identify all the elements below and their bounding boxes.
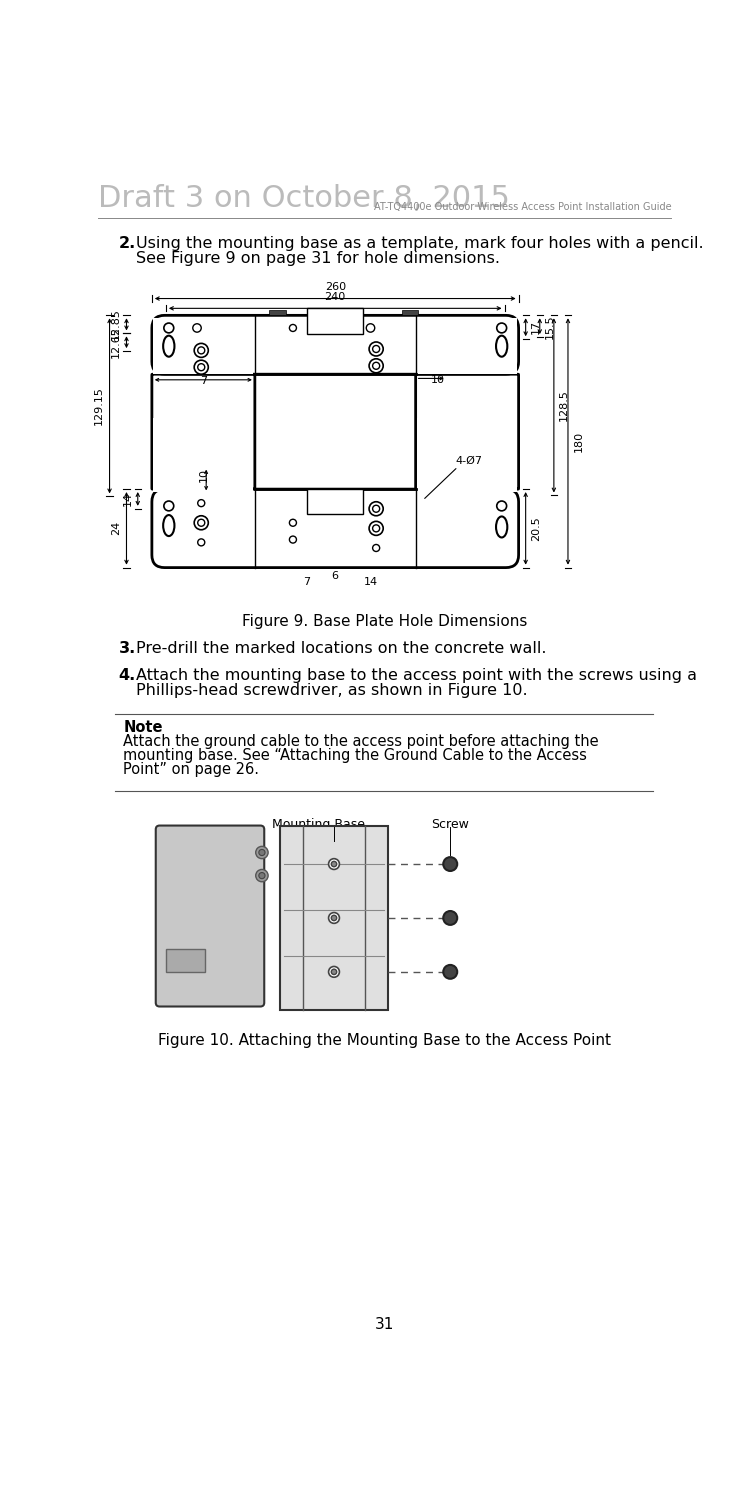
Text: Attach the mounting base to the access point with the screws using a: Attach the mounting base to the access p…	[136, 668, 698, 683]
FancyBboxPatch shape	[417, 418, 518, 492]
Text: AT-TQ4400e Outdoor Wireless Access Point Installation Guide: AT-TQ4400e Outdoor Wireless Access Point…	[374, 202, 671, 212]
Text: 17: 17	[531, 321, 541, 334]
FancyBboxPatch shape	[152, 489, 518, 567]
Ellipse shape	[164, 515, 175, 536]
Text: Draft 3 on October 8, 2015: Draft 3 on October 8, 2015	[98, 185, 509, 214]
Circle shape	[369, 521, 383, 536]
Circle shape	[256, 870, 268, 882]
Text: 15.5: 15.5	[545, 315, 555, 339]
Circle shape	[373, 506, 380, 512]
Circle shape	[259, 849, 265, 855]
Text: 4.: 4.	[118, 668, 136, 683]
Text: 260: 260	[325, 283, 346, 292]
Circle shape	[194, 360, 208, 375]
FancyBboxPatch shape	[156, 826, 264, 1007]
Circle shape	[373, 363, 380, 369]
Text: 10: 10	[198, 468, 208, 482]
Circle shape	[443, 858, 458, 871]
Text: 129.15: 129.15	[94, 387, 104, 426]
Text: 3.: 3.	[118, 641, 136, 656]
Circle shape	[366, 324, 375, 333]
Circle shape	[198, 519, 205, 527]
FancyBboxPatch shape	[346, 310, 364, 316]
Text: Figure 10. Attaching the Mounting Base to the Access Point: Figure 10. Attaching the Mounting Base t…	[158, 1034, 610, 1049]
Circle shape	[369, 501, 383, 516]
Circle shape	[373, 525, 380, 531]
Text: 180: 180	[574, 430, 584, 451]
Text: 2.: 2.	[118, 236, 136, 251]
Text: 6: 6	[332, 570, 339, 581]
Text: 14: 14	[364, 576, 377, 587]
Circle shape	[198, 346, 205, 354]
Ellipse shape	[496, 516, 507, 537]
Circle shape	[332, 915, 337, 921]
Text: 128.5: 128.5	[560, 390, 569, 421]
Text: Phillips-head screwdriver, as shown in Figure 10.: Phillips-head screwdriver, as shown in F…	[136, 683, 528, 698]
Text: 20.5: 20.5	[531, 516, 541, 540]
Text: 7: 7	[200, 376, 207, 387]
Circle shape	[290, 536, 296, 543]
Text: 4-Ø7: 4-Ø7	[455, 456, 482, 467]
Circle shape	[164, 324, 174, 333]
Circle shape	[328, 966, 340, 977]
Text: Mounting Base: Mounting Base	[272, 817, 365, 831]
FancyBboxPatch shape	[307, 489, 364, 515]
Circle shape	[194, 516, 208, 530]
FancyBboxPatch shape	[152, 375, 255, 489]
Circle shape	[259, 873, 265, 879]
Circle shape	[256, 846, 268, 859]
Text: 31: 31	[375, 1317, 394, 1332]
Text: 10: 10	[431, 375, 445, 385]
Circle shape	[290, 325, 296, 331]
Circle shape	[443, 965, 458, 978]
FancyBboxPatch shape	[153, 418, 254, 492]
Circle shape	[328, 912, 340, 924]
FancyBboxPatch shape	[416, 375, 518, 489]
Circle shape	[290, 519, 296, 527]
Text: Attach the ground cable to the access point before attaching the: Attach the ground cable to the access po…	[123, 734, 598, 749]
Ellipse shape	[164, 336, 175, 357]
Text: Note: Note	[123, 719, 163, 734]
Text: See Figure 9 on page 31 for hole dimensions.: See Figure 9 on page 31 for hole dimensi…	[136, 251, 500, 266]
Ellipse shape	[496, 336, 507, 357]
FancyBboxPatch shape	[153, 318, 254, 375]
Text: 12.65: 12.65	[111, 327, 121, 358]
Text: Screw: Screw	[431, 817, 470, 831]
FancyBboxPatch shape	[324, 310, 341, 316]
Text: 7: 7	[304, 576, 310, 587]
Text: Pre-drill the marked locations on the concrete wall.: Pre-drill the marked locations on the co…	[136, 641, 547, 656]
Circle shape	[369, 358, 383, 373]
Text: 12.85: 12.85	[111, 309, 121, 340]
Text: mounting base. See “Attaching the Ground Cable to the Access: mounting base. See “Attaching the Ground…	[123, 748, 587, 763]
FancyBboxPatch shape	[166, 948, 205, 972]
Circle shape	[328, 859, 340, 870]
Text: 24: 24	[111, 521, 121, 536]
Text: Point” on page 26.: Point” on page 26.	[123, 762, 260, 777]
Circle shape	[194, 343, 208, 357]
FancyBboxPatch shape	[307, 309, 364, 334]
Circle shape	[496, 501, 506, 510]
Circle shape	[373, 346, 380, 352]
FancyBboxPatch shape	[401, 310, 418, 316]
Circle shape	[198, 500, 205, 507]
FancyBboxPatch shape	[417, 318, 518, 375]
Text: 240: 240	[325, 292, 346, 303]
Circle shape	[373, 545, 380, 551]
FancyBboxPatch shape	[152, 316, 518, 375]
FancyBboxPatch shape	[280, 826, 388, 1010]
Text: Using the mounting base as a template, mark four holes with a pencil.: Using the mounting base as a template, m…	[136, 236, 704, 251]
Circle shape	[198, 364, 205, 370]
Circle shape	[369, 342, 383, 357]
Text: 14: 14	[122, 492, 132, 506]
Text: Figure 9. Base Plate Hole Dimensions: Figure 9. Base Plate Hole Dimensions	[242, 614, 527, 629]
Circle shape	[332, 861, 337, 867]
Circle shape	[164, 501, 174, 510]
Circle shape	[198, 539, 205, 546]
Circle shape	[496, 324, 506, 333]
Circle shape	[443, 911, 458, 926]
FancyBboxPatch shape	[269, 310, 286, 316]
Circle shape	[193, 324, 201, 333]
Circle shape	[332, 969, 337, 975]
